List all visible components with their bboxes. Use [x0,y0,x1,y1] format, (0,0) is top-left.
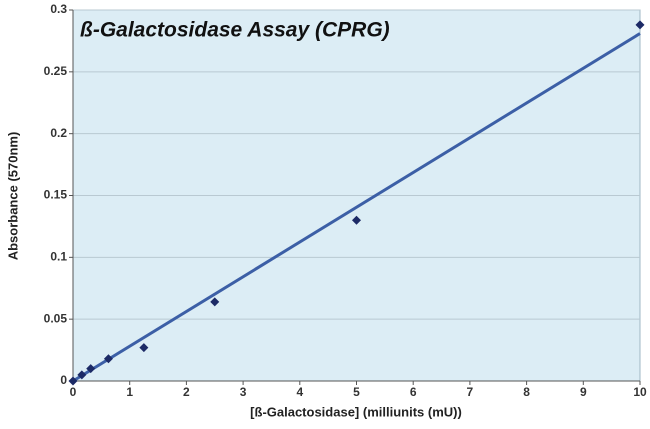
x-tick-label: 6 [410,385,417,399]
x-tick-label: 7 [467,385,474,399]
data-point [68,376,78,386]
data-point [210,297,220,307]
data-point [103,354,113,364]
x-tick-label: 0 [70,385,77,399]
data-point [352,215,361,225]
chart-title: ß-Galactosidase Assay (CPRG) [80,19,390,42]
y-tick-label: 0.15 [44,188,68,202]
x-tick-label: 4 [296,385,303,399]
y-tick-label: 0.25 [44,64,68,78]
data-point [86,364,96,374]
x-axis-title: [ß-Galactosidase] (milliunits (mU)) [250,404,462,419]
y-tick-label: 0.05 [44,311,68,325]
x-tick-label: 8 [523,385,530,399]
y-tick-label: 0.2 [50,126,67,140]
x-tick-label: 10 [633,385,647,399]
x-tick-label: 5 [353,385,360,399]
x-tick-label: 2 [183,385,190,399]
data-point [635,20,645,30]
x-tick-label: 3 [240,385,247,399]
x-tick-label: 1 [126,385,133,399]
y-tick-label: 0.3 [50,2,67,16]
y-tick-label: 0.1 [50,250,67,264]
y-tick-label: 0 [60,373,67,387]
data-point [77,370,87,380]
trendline [72,32,641,383]
data-point [139,343,149,353]
y-axis-title: Absorbance (570nm) [5,132,20,261]
x-tick-label: 9 [580,385,587,399]
